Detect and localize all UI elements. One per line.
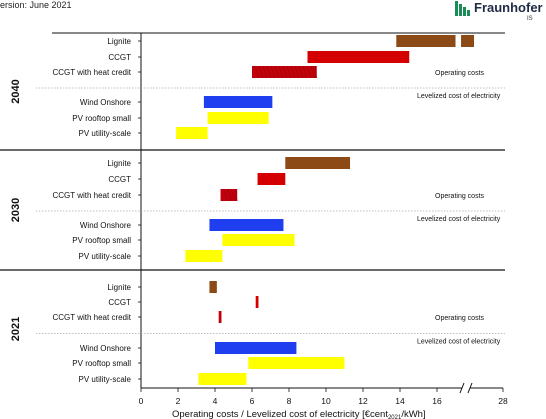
cost-bar: [257, 173, 286, 185]
hatch-line: [294, 65, 300, 79]
hatch-line: [235, 188, 238, 202]
hatch-line: [223, 188, 228, 202]
hatch-line: [278, 65, 284, 79]
row-label: PV utility-scale: [79, 252, 132, 261]
row-label: Lignite: [107, 283, 131, 292]
row-label: CCGT with heat credit: [52, 313, 131, 322]
hatch-line: [282, 65, 288, 79]
row-label: Wind Onshore: [80, 344, 132, 353]
hatch-line: [274, 65, 280, 79]
row-label: PV utility-scale: [79, 375, 132, 384]
hatch-line: [302, 65, 308, 79]
cost-bar: [198, 373, 247, 385]
logo-icon: [455, 1, 470, 16]
cost-bar: [285, 157, 351, 169]
logo-subtext: IS: [527, 16, 533, 22]
cost-bar: [203, 96, 273, 108]
row-label: Lignite: [107, 159, 131, 168]
lcoe-annotation: Levelized cost of electricity: [417, 216, 501, 223]
hatch-line: [266, 65, 272, 79]
x-tick-label: 10: [321, 396, 331, 406]
axis-break-mark: [467, 382, 473, 394]
axis-break-mark: [459, 382, 465, 394]
x-tick-label: 14: [395, 396, 405, 406]
year-label: 2021: [10, 317, 22, 341]
cost-bar: [255, 296, 259, 308]
cost-bar: [176, 127, 208, 139]
row-label: Lignite: [107, 37, 131, 46]
hatch-line: [270, 65, 276, 79]
cost-bar: [207, 112, 269, 124]
x-tick-label: 6: [250, 396, 255, 406]
row-label: CCGT: [108, 53, 131, 62]
cost-bar: [307, 51, 410, 63]
row-label: CCGT with heat credit: [52, 68, 131, 77]
hatch-line: [310, 65, 316, 79]
operating-costs-annotation: Operating costs: [435, 193, 485, 200]
hatch-line: [290, 65, 296, 79]
hatch-line: [314, 65, 318, 79]
cost-bar: [209, 281, 217, 293]
cost-bar: [461, 35, 474, 47]
row-label: CCGT with heat credit: [52, 191, 131, 200]
cost-bar: [396, 35, 456, 47]
hatch-line: [306, 65, 312, 79]
cost-bar: [209, 219, 284, 231]
lcoe-annotation: Levelized cost of electricity: [417, 93, 501, 100]
hatch-line: [254, 65, 260, 79]
operating-costs-annotation: Operating costs: [435, 315, 485, 322]
hatch-line: [258, 65, 264, 79]
hatch-line: [298, 65, 304, 79]
row-label: CCGT: [108, 298, 131, 307]
x-tick-label: 8: [287, 396, 292, 406]
cost-bar: [252, 66, 317, 78]
year-label: 2030: [10, 198, 22, 222]
x-tick-label: 0: [139, 396, 144, 406]
row-label: PV utility-scale: [79, 129, 132, 138]
lcoe-annotation: Levelized cost of electricity: [417, 339, 501, 346]
x-tick-label: 12: [358, 396, 368, 406]
row-label: PV rooftop small: [72, 359, 131, 368]
cost-bar: [185, 250, 223, 262]
row-label: PV rooftop small: [72, 114, 131, 123]
row-label: Wind Onshore: [80, 98, 132, 107]
row-label: Wind Onshore: [80, 221, 132, 230]
row-label: PV rooftop small: [72, 236, 131, 245]
year-label: 2040: [10, 79, 22, 103]
logo-text: Fraunhofer: [474, 0, 543, 15]
cost-bar: [248, 357, 345, 369]
cost-bar: [215, 342, 297, 354]
x-tick-label: 16: [432, 396, 442, 406]
hatch-line: [227, 188, 232, 202]
row-label: CCGT: [108, 175, 131, 184]
cost-bar: [218, 311, 222, 323]
version-label: ersion: June 2021: [0, 0, 72, 10]
cost-bar: [222, 234, 295, 246]
x-tick-label: 28: [498, 396, 508, 406]
hatch-line: [231, 188, 236, 202]
x-axis-label: Operating costs / Levelized cost of elec…: [172, 409, 426, 419]
operating-costs-annotation: Operating costs: [435, 70, 485, 77]
hatch-line: [286, 65, 292, 79]
hatch-line: [262, 65, 268, 79]
x-tick-label: 4: [213, 396, 218, 406]
x-tick-label: 2: [176, 396, 181, 406]
